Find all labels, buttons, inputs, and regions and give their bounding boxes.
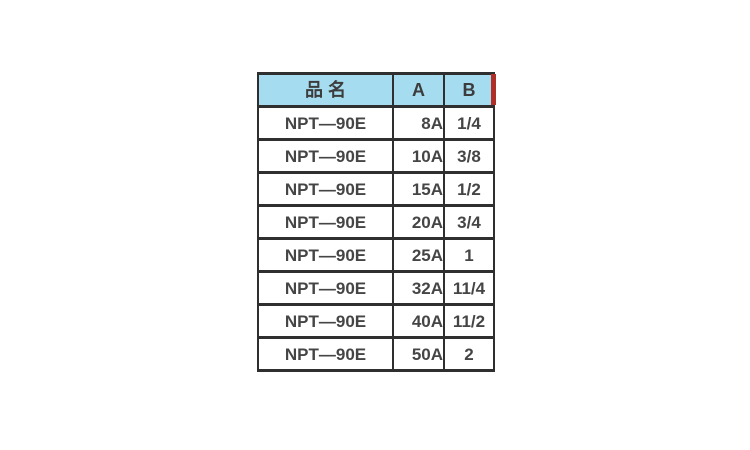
table-row: NPT—90E 25A 1 <box>257 237 495 273</box>
size-a-cell: 32A <box>392 270 445 306</box>
column-header-a: A <box>392 72 445 108</box>
size-b-cell: 1/2 <box>443 171 495 207</box>
product-name-cell: NPT—90E <box>257 303 394 339</box>
table-row: NPT—90E 8A 1/4 <box>257 105 495 141</box>
size-b-cell: 3/4 <box>443 204 495 240</box>
product-name-cell: NPT—90E <box>257 171 394 207</box>
table-row: NPT—90E 50A 2 <box>257 336 495 372</box>
size-a-cell: 50A <box>392 336 445 372</box>
size-a-cell: 40A <box>392 303 445 339</box>
size-b-cell: 11/4 <box>443 270 495 306</box>
spec-table: 品 名 A B NPT—90E 8A 1/4 NPT—90E 10A 3/8 N… <box>257 72 495 372</box>
column-header-product-name: 品 名 <box>257 72 394 108</box>
size-a-cell: 15A <box>392 171 445 207</box>
product-name-cell: NPT—90E <box>257 138 394 174</box>
table-row: NPT—90E 20A 3/4 <box>257 204 495 240</box>
size-a-cell: 25A <box>392 237 445 273</box>
size-b-cell: 1/4 <box>443 105 495 141</box>
table-row: NPT—90E 15A 1/2 <box>257 171 495 207</box>
size-b-cell: 11/2 <box>443 303 495 339</box>
size-a-cell: 20A <box>392 204 445 240</box>
size-b-cell: 1 <box>443 237 495 273</box>
column-header-b: B <box>443 72 495 108</box>
size-b-cell: 3/8 <box>443 138 495 174</box>
size-a-cell: 8A <box>392 105 445 141</box>
product-name-cell: NPT—90E <box>257 105 394 141</box>
product-name-cell: NPT—90E <box>257 204 394 240</box>
spec-table-container: 品 名 A B NPT—90E 8A 1/4 NPT—90E 10A 3/8 N… <box>257 72 496 372</box>
product-name-cell: NPT—90E <box>257 336 394 372</box>
table-row: NPT—90E 40A 11/2 <box>257 303 495 339</box>
table-row: NPT—90E 10A 3/8 <box>257 138 495 174</box>
product-name-cell: NPT—90E <box>257 270 394 306</box>
table-row: NPT—90E 32A 11/4 <box>257 270 495 306</box>
size-b-cell: 2 <box>443 336 495 372</box>
table-header-row: 品 名 A B <box>257 72 495 108</box>
header-red-edge-mark <box>491 74 496 105</box>
size-a-cell: 10A <box>392 138 445 174</box>
product-name-cell: NPT—90E <box>257 237 394 273</box>
